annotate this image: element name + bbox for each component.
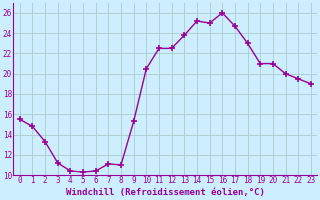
- X-axis label: Windchill (Refroidissement éolien,°C): Windchill (Refroidissement éolien,°C): [66, 188, 265, 197]
